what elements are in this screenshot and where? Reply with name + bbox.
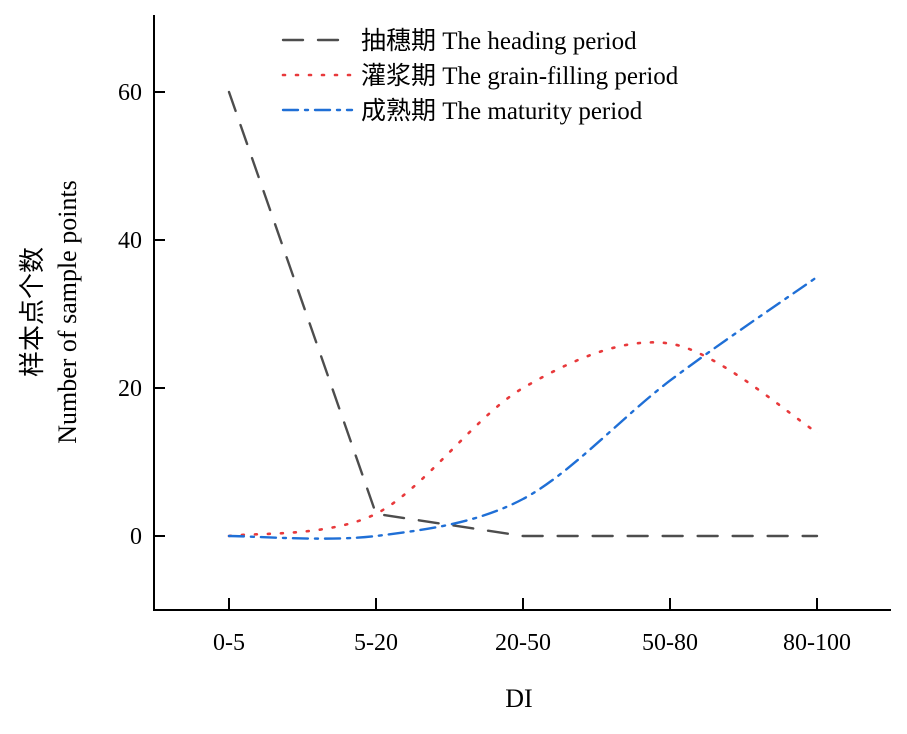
legend: 抽穗期 The heading period 灌浆期 The grain-fil…	[281, 27, 679, 125]
x-axis-title: DI	[505, 684, 532, 713]
y-tick-label: 60	[118, 80, 142, 106]
x-tick-label: 50-80	[642, 630, 698, 656]
y-axis-title-english: Number of sample points	[53, 180, 82, 444]
series-line-heading	[227, 90, 819, 538]
legend-label-heading: 抽穗期 The heading period	[361, 27, 637, 55]
legend-label-grain-filling: 灌浆期 The grain-filling period	[361, 62, 679, 90]
x-tick-label: 80-100	[783, 630, 851, 656]
y-axis-title-chinese: 样本点个数	[18, 247, 47, 377]
x-tick-label: 20-50	[495, 630, 551, 656]
series-line-maturity	[227, 275, 819, 540]
series-line-grain-filling	[227, 341, 819, 538]
x-tick-label: 5-20	[354, 630, 398, 656]
y-tick-label: 40	[118, 228, 142, 254]
legend-label-maturity: 成熟期 The maturity period	[361, 97, 643, 125]
series-layer	[227, 90, 819, 540]
y-ticks: 0 20 40 60	[118, 80, 165, 550]
x-ticks: 0-5 5-20 20-50 50-80 80-100	[213, 598, 851, 656]
y-tick-label: 0	[130, 524, 142, 550]
y-tick-label: 20	[118, 376, 142, 402]
x-tick-label: 0-5	[213, 630, 245, 656]
